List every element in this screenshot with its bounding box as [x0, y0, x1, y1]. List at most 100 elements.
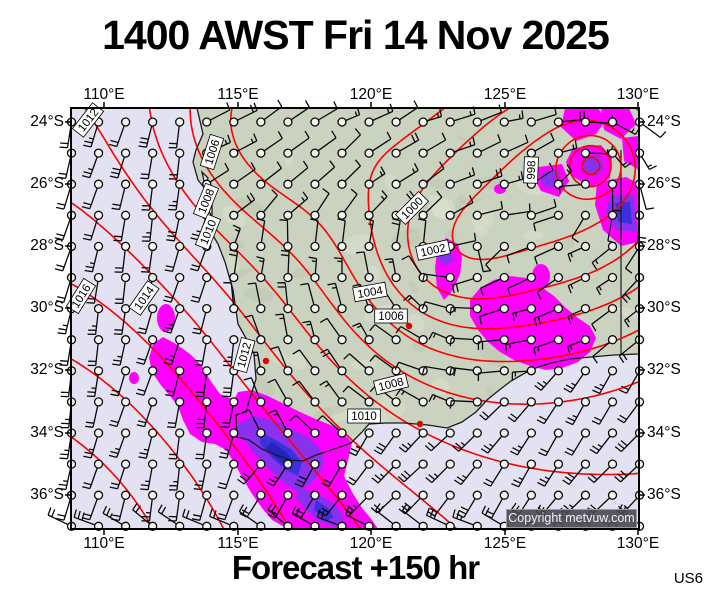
lon-tick-label-top: 110°E	[83, 86, 125, 103]
station-circle	[175, 366, 185, 376]
station-circle	[391, 490, 401, 500]
station-circle	[580, 210, 591, 220]
wind-barb	[428, 394, 447, 403]
station-circle	[310, 366, 320, 376]
station-circle	[93, 397, 104, 407]
station-circle	[553, 366, 564, 376]
station-circle	[175, 428, 185, 438]
wind-barb	[279, 219, 289, 243]
wind-barb	[477, 370, 501, 382]
wind-barb	[238, 504, 258, 525]
wind-barb	[401, 255, 422, 275]
station-circle	[283, 117, 293, 127]
station-circle	[445, 428, 455, 438]
wind-barb	[168, 468, 180, 491]
station-circle	[337, 148, 347, 158]
station-circle	[337, 490, 347, 500]
wind-barb	[371, 466, 394, 484]
station-circle	[607, 303, 618, 314]
lon-tick-label-bottom: 115°E	[217, 535, 259, 552]
station-circle	[553, 428, 564, 438]
wind-barb	[167, 405, 180, 429]
wind-barb	[222, 374, 234, 398]
station-circle	[472, 459, 482, 469]
wind-barb	[217, 467, 234, 490]
wind-barb	[395, 388, 421, 401]
station-circle	[147, 148, 158, 158]
lat-tick-label-right: 32°S	[647, 361, 681, 378]
wind-barb	[614, 466, 638, 483]
wind-barb	[506, 247, 528, 264]
precip-blob-moderate	[532, 264, 550, 288]
station-circle	[472, 179, 482, 189]
station-circle	[283, 366, 293, 376]
station-circle	[202, 490, 212, 500]
station-circle	[499, 241, 509, 252]
station-circle	[310, 490, 320, 500]
wind-barb	[262, 189, 278, 213]
wind-barb	[113, 219, 126, 242]
wind-barb	[356, 251, 369, 274]
wind-barb	[375, 503, 394, 525]
wind-barb	[512, 308, 528, 321]
lon-tick-label-top: 120°E	[349, 86, 393, 103]
wind-barb	[614, 155, 632, 168]
station-circle	[283, 148, 293, 158]
station-circle	[553, 272, 564, 283]
wind-barb	[456, 498, 476, 519]
station-circle	[445, 117, 455, 127]
wind-barb	[565, 405, 585, 426]
isobar-label-text: 1004	[357, 285, 385, 301]
station-circle	[93, 272, 104, 283]
station-circle	[391, 335, 401, 345]
wind-barb	[373, 435, 395, 455]
station-circle	[391, 117, 401, 127]
station-circle	[283, 335, 293, 345]
station-circle	[120, 241, 131, 252]
station-circle	[283, 303, 293, 314]
station-circle	[607, 117, 618, 127]
station-circle	[229, 148, 239, 158]
station-circle	[202, 303, 212, 314]
wind-barb	[480, 435, 503, 454]
wind-barb	[320, 348, 341, 368]
station-circle	[499, 366, 509, 376]
wind-barb	[425, 466, 448, 484]
wind-barb	[165, 374, 180, 397]
wind-barb	[398, 435, 421, 453]
wind-barb	[346, 466, 368, 486]
wind-barb	[372, 166, 386, 183]
station-circle	[120, 366, 131, 376]
station-circle	[526, 303, 536, 314]
wind-barb	[256, 218, 266, 243]
station-circle	[553, 117, 564, 127]
wind-barb	[266, 467, 287, 487]
station-circle	[580, 241, 591, 252]
station-circle	[147, 459, 158, 469]
wind-barb	[317, 130, 337, 152]
wind-barb	[195, 405, 207, 429]
station-circle	[607, 335, 618, 345]
station-circle	[472, 428, 482, 438]
station-circle	[120, 428, 131, 438]
wind-barb	[428, 331, 447, 340]
station-circle	[580, 272, 591, 283]
wind-barb	[168, 157, 180, 180]
wind-barb	[344, 159, 361, 182]
station-circle	[147, 335, 158, 345]
wind-barb	[59, 436, 72, 460]
station-circle	[147, 117, 158, 127]
wind-barb	[81, 187, 98, 210]
station-circle	[526, 428, 536, 438]
wind-barb	[87, 312, 99, 336]
station-circle	[229, 272, 239, 283]
station-circle	[418, 428, 428, 438]
station-circle	[580, 335, 591, 345]
station-circle	[120, 490, 131, 500]
wind-barb	[449, 367, 474, 377]
wind-barb	[534, 373, 557, 391]
station-circle	[202, 428, 212, 438]
wind-barb	[302, 320, 315, 336]
forecast-label: Forecast +150 hr	[231, 549, 480, 586]
station-circle	[120, 117, 131, 127]
